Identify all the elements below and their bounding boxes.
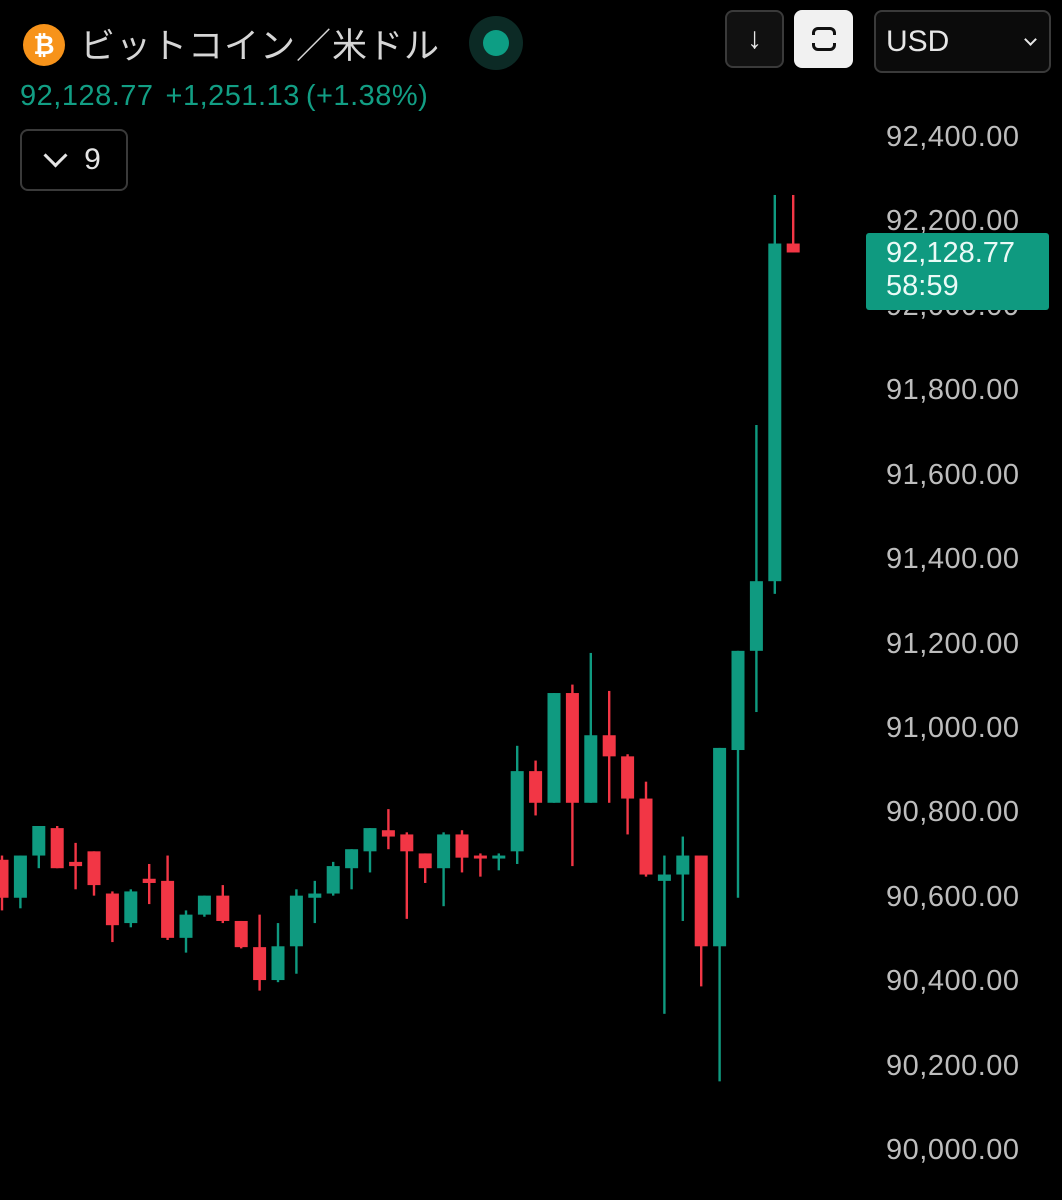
candle [197, 895, 211, 917]
axis-tick-label: 91,000.00 [886, 711, 1020, 744]
fit-screen-icon [809, 27, 838, 51]
candle [639, 781, 653, 877]
candle [142, 863, 156, 905]
candle [69, 842, 83, 890]
candle [768, 194, 782, 594]
price-change-pct: (+1.38%) [305, 80, 429, 112]
bitcoin-glyph: ₿ [33, 30, 55, 61]
arrow-down-icon: ↓ [747, 22, 762, 55]
pair-title[interactable]: ビットコイン／米ドル [80, 27, 441, 67]
indicators-toggle-button[interactable]: 9 [20, 129, 128, 191]
candle [694, 855, 708, 987]
axis-tick-label: 91,200.00 [886, 627, 1020, 660]
candle [713, 747, 727, 1082]
candle [492, 853, 506, 871]
candle [418, 853, 432, 883]
axis-tick-label: 90,800.00 [886, 796, 1020, 829]
candle [676, 836, 690, 921]
candle [179, 910, 193, 953]
candle [105, 891, 119, 943]
indicator-count: 9 [84, 143, 101, 176]
axis-tick-label: 90,600.00 [886, 880, 1020, 913]
axis-tick-label: 91,600.00 [886, 458, 1020, 491]
candle [602, 690, 616, 803]
candle [253, 914, 267, 991]
candle [161, 855, 175, 940]
live-indicator [469, 16, 523, 70]
candle [50, 825, 64, 869]
fit-screen-button[interactable] [794, 10, 853, 68]
candle [345, 849, 359, 890]
candle [32, 825, 46, 869]
candle [271, 923, 285, 983]
axis-tick-label: 91,400.00 [886, 543, 1020, 576]
price-change: +1,251.13 [165, 80, 300, 112]
axis-tick-label: 92,400.00 [886, 121, 1020, 153]
last-price: 92,128.77 [20, 80, 154, 112]
badge-price: 92,128.77 [886, 237, 1016, 269]
candle [565, 684, 579, 867]
candle [455, 830, 469, 873]
candle [510, 745, 524, 864]
axis-tick-label: 91,800.00 [886, 374, 1020, 407]
candle [400, 832, 414, 919]
candle [584, 652, 598, 803]
candle [437, 832, 451, 907]
candle [289, 889, 303, 974]
candle [13, 855, 27, 909]
candle [473, 853, 487, 877]
currency-select[interactable]: USD [874, 10, 1051, 73]
candle [363, 828, 377, 873]
scroll-to-latest-button[interactable]: ↓ [725, 10, 784, 68]
candle [87, 851, 101, 896]
candle [529, 760, 543, 816]
axis-tick-label: 92,200.00 [886, 205, 1020, 238]
candle [731, 650, 745, 898]
candle [749, 425, 763, 713]
live-dot-icon [483, 30, 509, 56]
candle [547, 693, 561, 803]
candle [216, 885, 230, 924]
candle [326, 861, 340, 896]
candle [786, 194, 800, 253]
bitcoin-icon: ₿ [23, 24, 65, 66]
badge-countdown: 58:59 [886, 270, 959, 302]
candle [0, 855, 9, 911]
candle [621, 754, 635, 835]
axis-tick-label: 90,000.00 [886, 1134, 1020, 1166]
quote-row: 92,128.77 +1,251.13 (+1.38%) [20, 80, 440, 113]
candle [308, 880, 322, 924]
candle [234, 920, 248, 949]
candle [657, 855, 671, 1014]
chart-header: ₿ ビットコイン／米ドル 92,128.77 +1,251.13 (+1.38%) … [0, 0, 1062, 200]
candle [381, 809, 395, 850]
currency-value: USD [886, 24, 950, 58]
last-price-badge: 92,128.77 58:59 [866, 233, 1049, 310]
candle [124, 889, 138, 928]
axis-tick-label: 90,400.00 [886, 965, 1020, 998]
axis-tick-label: 90,200.00 [886, 1049, 1020, 1082]
